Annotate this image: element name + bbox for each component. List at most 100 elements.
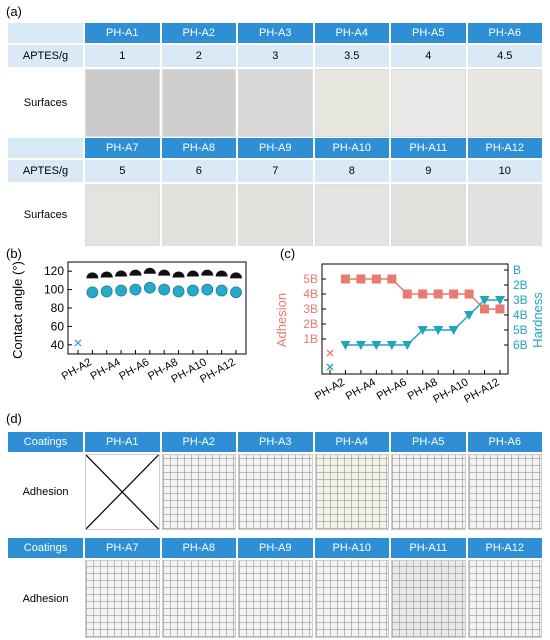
- sample-header: PH-A1: [85, 23, 160, 43]
- table-corner: [8, 138, 83, 158]
- hardness-point: [433, 326, 444, 335]
- surface-image: [161, 184, 236, 246]
- hardness-point: [464, 311, 475, 320]
- data-point: [230, 286, 242, 299]
- y-tick-label: 80: [51, 301, 65, 315]
- x-tick-label: PH-A4: [89, 356, 123, 383]
- droplet-marker: [115, 270, 128, 277]
- droplet-marker: [86, 272, 99, 279]
- plot-frame: [321, 263, 509, 375]
- sample-header: PH-A4: [314, 23, 389, 43]
- hardness-point: [340, 341, 351, 350]
- sample-header: PH-A3: [238, 23, 313, 43]
- aptes-value: 10: [467, 160, 542, 182]
- sample-header: PH-A12: [467, 138, 542, 158]
- adhesion-point: [356, 274, 366, 284]
- aptes-value: 3: [238, 45, 313, 67]
- right-tick-label: 2B: [513, 278, 528, 292]
- sample-header: PH-A1: [85, 432, 160, 452]
- left-tick-label: 5B: [303, 272, 318, 286]
- panel-a-table-1: PH-A1 PH-A2 PH-A3 PH-A4 PH-A5 PH-A6 APTE…: [8, 23, 542, 137]
- hardness-point: [402, 341, 413, 350]
- right-tick-label: 4B: [513, 308, 528, 322]
- panel-label-b: (b): [6, 246, 22, 261]
- chart-marks: [74, 267, 242, 347]
- panel-label-c: (c): [280, 246, 296, 261]
- adhesion-point: [418, 289, 428, 299]
- sample-header: PH-A9: [238, 538, 313, 558]
- data-point: [187, 284, 199, 297]
- x-tick-label: PH-A4: [344, 376, 378, 403]
- surface-image: [85, 184, 160, 246]
- sample-header: PH-A11: [391, 138, 466, 158]
- surface-image: [238, 184, 313, 246]
- adhesion-point: [433, 289, 443, 299]
- sample-header: PH-A9: [238, 138, 313, 158]
- right-tick-label: B: [513, 263, 521, 277]
- panel-label-d: (d): [6, 411, 22, 426]
- droplet-marker: [172, 271, 185, 278]
- sample-header: PH-A12: [467, 538, 542, 558]
- aptes-value: 8: [314, 160, 389, 182]
- adhesion-row-label: Adhesion: [8, 560, 83, 638]
- sample-header: PH-A5: [391, 432, 466, 452]
- failed-sample-cross: [85, 454, 160, 530]
- adhesion-point: [387, 274, 397, 284]
- sample-header: PH-A6: [467, 432, 542, 452]
- aptes-row-label: APTES/g: [8, 45, 83, 67]
- data-point-cross: [74, 339, 82, 347]
- droplet-marker: [129, 269, 142, 276]
- aptes-row-label: APTES/g: [8, 160, 83, 182]
- adhesion-point-cross: [326, 349, 334, 357]
- droplet-marker: [143, 267, 156, 274]
- left-tick-label: 4B: [303, 287, 318, 301]
- surface-image: [161, 69, 236, 137]
- data-point: [172, 285, 185, 298]
- sample-header: PH-A10: [314, 538, 389, 558]
- surfaces-row-label: Surfaces: [8, 69, 83, 137]
- sample-header: PH-A8: [161, 538, 236, 558]
- droplet-marker: [186, 270, 199, 277]
- adhesion-point: [340, 274, 350, 284]
- chart-marks: [326, 274, 505, 371]
- adhesion-point: [495, 304, 505, 314]
- aptes-value: 6: [161, 160, 236, 182]
- data-point: [100, 285, 113, 298]
- data-point: [201, 283, 214, 296]
- adhesion-row-label: Adhesion: [8, 454, 83, 530]
- hardness-line: [345, 299, 500, 346]
- data-point: [158, 283, 171, 296]
- crosshatch-image: [161, 454, 236, 530]
- surface-image: [467, 184, 542, 246]
- hardness-point: [417, 326, 428, 335]
- left-tick-label: 3B: [303, 302, 318, 316]
- coatings-row-label: Coatings: [8, 432, 83, 452]
- droplet-marker: [215, 270, 228, 277]
- right-tick-label: 6B: [513, 338, 528, 352]
- sample-header: PH-A5: [391, 23, 466, 43]
- hardness-point-cross: [326, 363, 334, 371]
- aptes-value: 7: [238, 160, 313, 182]
- sample-header: PH-A7: [85, 138, 160, 158]
- droplet-marker: [201, 269, 214, 276]
- adhesion-point: [464, 289, 474, 299]
- y-tick-label: 100: [44, 283, 64, 297]
- crosshatch-image: [467, 560, 542, 638]
- aptes-value: 3.5: [314, 45, 389, 67]
- coatings-row-label: Coatings: [8, 538, 83, 558]
- surface-image: [391, 69, 466, 137]
- adhesion-point: [371, 274, 381, 284]
- y-tick-label: 40: [51, 338, 65, 352]
- left-axis-label: Adhesion: [274, 293, 289, 347]
- data-point: [115, 284, 127, 297]
- crosshatch-image: [391, 454, 466, 530]
- right-tick-label: 3B: [513, 293, 528, 307]
- right-tick-label: 5B: [513, 323, 528, 337]
- crosshatch-image: [314, 560, 389, 638]
- data-point: [129, 283, 142, 296]
- sample-header: PH-A11: [391, 538, 466, 558]
